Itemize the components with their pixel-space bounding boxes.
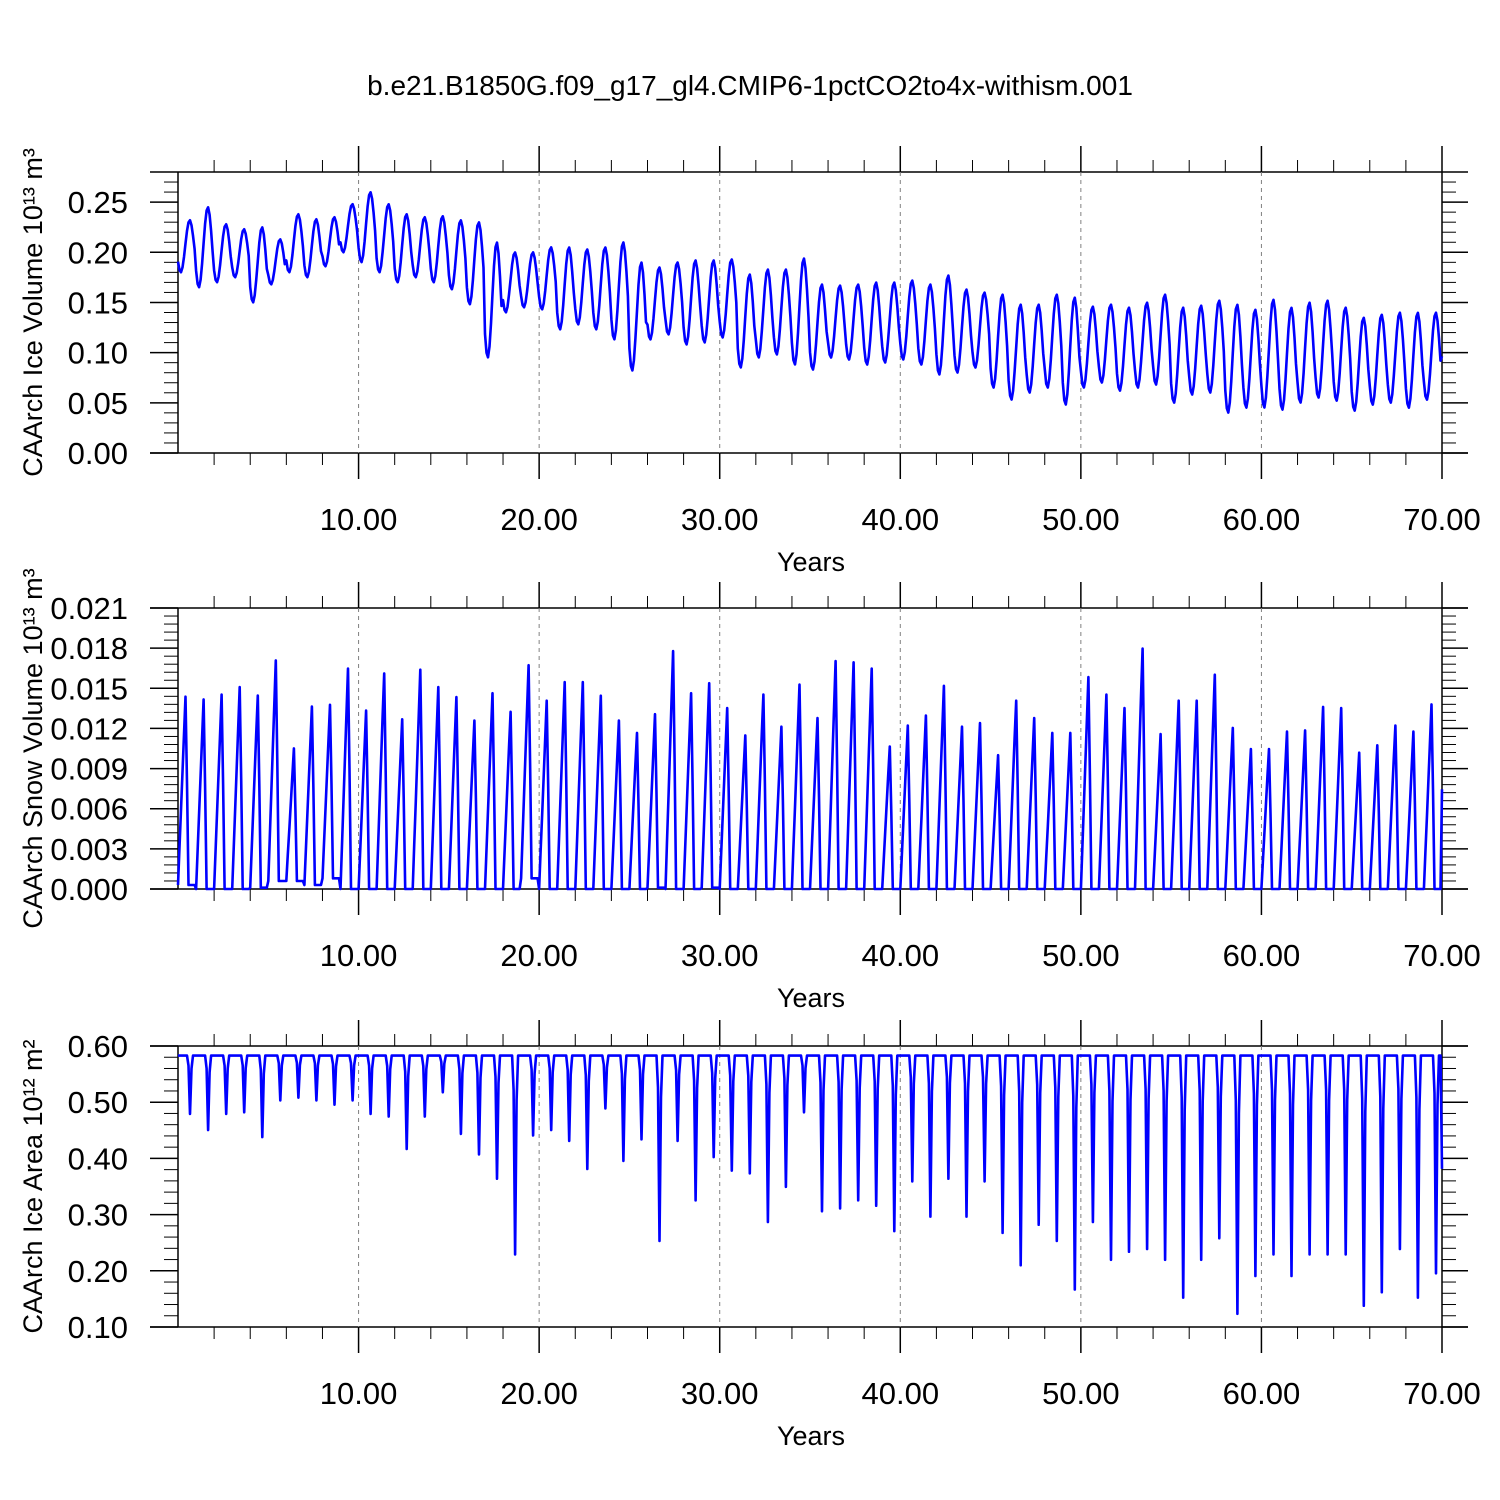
panel-ice-area: 10.00 20.00 30.00 40.00 50.00 60.00 70.00 0.10 0… <box>18 1020 1481 1451</box>
x-tick-label: 30.00 <box>681 1376 759 1411</box>
y-tick-label: 0.009 <box>50 752 128 787</box>
y-tick-label: 0.15 <box>68 285 128 320</box>
y-tick-label: 0.018 <box>50 631 128 666</box>
y-tick-label: 0.50 <box>68 1085 128 1120</box>
x-tick-label: 50.00 <box>1042 1376 1120 1411</box>
series-line-ice-volume <box>176 191 1444 414</box>
x-axis-title: Years <box>777 983 845 1013</box>
x-tick-label: 10.00 <box>320 938 398 973</box>
x-tick-label: 40.00 <box>861 938 939 973</box>
x-tick-label: 10.00 <box>320 1376 398 1411</box>
series-line-snow-volume <box>176 647 1444 891</box>
x-tick-label: 60.00 <box>1223 1376 1301 1411</box>
y-tick-label: 0.012 <box>50 711 128 746</box>
y-tick-label: 0.20 <box>68 235 128 270</box>
y-tick-label: 0.20 <box>68 1254 128 1289</box>
panel-snow-volume: 10.00 20.00 30.00 40.00 50.00 60.00 70.00 0.000… <box>18 568 1481 1013</box>
y-tick-label: 0.60 <box>68 1029 128 1064</box>
x-tick-label: 40.00 <box>861 502 939 537</box>
y-axis-title: CAArch Ice Area 10¹² m² <box>18 1039 48 1333</box>
x-tick-label: 60.00 <box>1223 938 1301 973</box>
y-tick-label: 0.000 <box>50 872 128 907</box>
y-tick-label: 0.015 <box>50 671 128 706</box>
x-tick-label: 60.00 <box>1223 502 1301 537</box>
x-tick-label: 10.00 <box>320 502 398 537</box>
y-tick-label: 0.021 <box>50 591 128 626</box>
x-tick-label: 20.00 <box>500 1376 578 1411</box>
x-axis-title: Years <box>777 1421 845 1451</box>
x-tick-label: 50.00 <box>1042 502 1120 537</box>
x-tick-label: 20.00 <box>500 502 578 537</box>
y-tick-label: 0.05 <box>68 386 128 421</box>
y-tick-label: 0.30 <box>68 1198 128 1233</box>
x-tick-label: 70.00 <box>1403 938 1481 973</box>
y-axis-title: CAArch Snow Volume 10¹³ m³ <box>18 568 48 928</box>
y-tick-label: 0.10 <box>68 1310 128 1345</box>
figure-title: b.e21.B1850G.f09_g17_gl4.CMIP6-1pctCO2to… <box>367 70 1133 101</box>
y-axis-title: CAArch Ice Volume 10¹³ m³ <box>18 148 48 477</box>
x-tick-label: 50.00 <box>1042 938 1120 973</box>
x-tick-label: 30.00 <box>681 502 759 537</box>
x-tick-label: 30.00 <box>681 938 759 973</box>
panel-ice-volume: 10.00 20.00 30.00 40.00 50.00 60.00 70.00 0.00 0… <box>18 146 1481 577</box>
x-tick-label: 70.00 <box>1403 1376 1481 1411</box>
series-line-ice-area <box>178 1054 1444 1316</box>
x-tick-label: 20.00 <box>500 938 578 973</box>
y-tick-label: 0.25 <box>68 185 128 220</box>
x-axis-title: Years <box>777 547 845 577</box>
y-tick-label: 0.006 <box>50 792 128 827</box>
x-tick-label: 70.00 <box>1403 502 1481 537</box>
x-tick-label: 40.00 <box>861 1376 939 1411</box>
y-tick-label: 0.003 <box>50 832 128 867</box>
y-tick-label: 0.40 <box>68 1141 128 1176</box>
y-tick-label: 0.10 <box>68 336 128 371</box>
y-tick-label: 0.00 <box>68 436 128 471</box>
